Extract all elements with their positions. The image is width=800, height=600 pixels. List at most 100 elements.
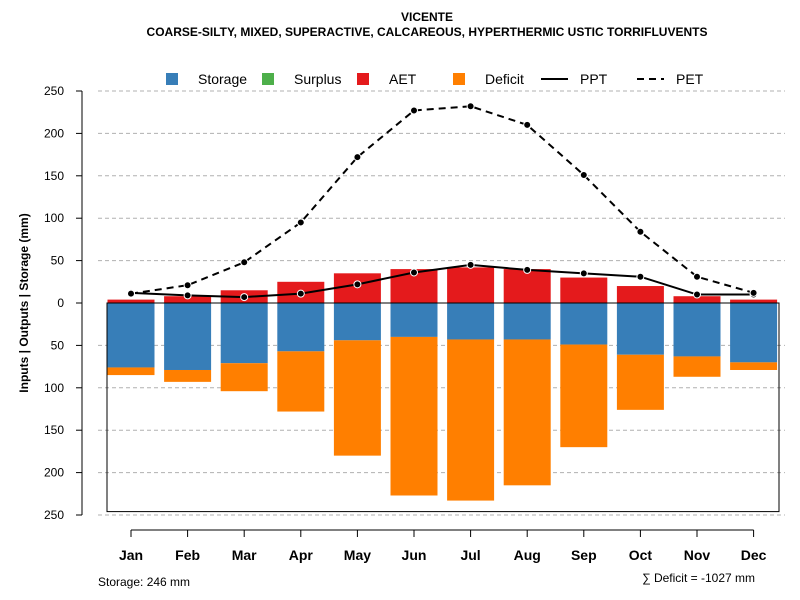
ppt-point [410,268,418,277]
pet-point [410,106,418,115]
deficit-bar [616,354,664,410]
x-tick-label-jul: Jul [460,547,480,563]
x-tick-label-apr: Apr [289,547,314,563]
storage-bar [164,303,212,370]
aet-bar [560,277,608,303]
ppt-point [523,265,532,274]
deficit-bar [164,369,212,382]
gridlines [98,90,785,516]
x-tick-label-jun: Jun [402,547,427,563]
storage-bar [333,303,381,341]
y-tick-label: 150 [44,423,64,437]
deficit-legend-swatch [453,73,465,85]
pet-point [127,289,135,298]
storage-bar [503,303,551,340]
y-tick-label: 200 [44,466,64,480]
deficit-bar [673,356,721,377]
pet-point [636,227,645,236]
x-tick-label-feb: Feb [175,547,200,563]
deficit-bar [503,339,551,486]
surplus-legend-swatch [262,73,274,85]
y-tick-label: 100 [44,211,64,225]
chart-title: VICENTE [401,10,453,24]
storage-legend-swatch [166,73,178,85]
ppt-point [693,290,701,299]
deficit-bar [447,339,495,501]
storage-footnote: Storage: 246 mm [98,575,190,589]
x-tick-label-jan: Jan [119,547,143,563]
deficit-bar [333,340,381,456]
ppt-point [466,260,475,269]
y-tick-label: 250 [44,508,64,522]
pet-point [183,281,192,290]
pet-point [240,258,249,267]
ppt-point [636,272,645,281]
pet-line [130,105,754,295]
ppt-line [130,263,754,299]
deficit-bar [390,336,438,496]
y-tick-label: 200 [44,126,64,140]
chart-subtitle: COARSE-SILTY, MIXED, SUPERACTIVE, CALCAR… [147,25,708,39]
storage-bar [616,303,664,355]
pet-point [579,170,588,179]
deficit-bar [560,344,608,448]
storage-bar [560,303,608,345]
legend: Storage Surplus AET Deficit PPT PET [166,71,704,87]
ppt-point [579,269,588,278]
x-axis: Jan Feb Mar Apr May Jun Jul Aug Sep Oct Nov Dec [119,529,767,563]
y-tick-label: 0 [57,296,64,310]
y-tick-label: 50 [51,254,65,268]
y-axis-label: Inputs | Outputs | Storage (mm) [17,213,31,392]
x-tick-label-oct: Oct [629,547,653,563]
y-tick-label: 100 [44,381,64,395]
x-tick-label-nov: Nov [684,547,711,563]
bars [107,267,778,501]
deficit-bar [277,351,325,412]
aet-bar [616,286,664,303]
storage-bar [390,303,438,337]
x-tick-label-dec: Dec [741,547,767,563]
y-tick-label: 250 [44,84,64,98]
pet-legend-label: PET [676,71,704,87]
deficit-legend-label: Deficit [485,71,524,87]
ppt-point [183,291,192,300]
storage-bar [447,303,495,340]
pet-point [523,120,532,129]
x-tick-label-may: May [344,547,371,563]
pet-point [749,288,758,297]
ppt-point [296,289,305,298]
deficit-footnote: ∑ Deficit = -1027 mm [642,571,755,585]
aet-bar [164,296,212,303]
aet-bar [447,267,495,303]
storage-bar [730,303,778,363]
storage-bar [673,303,721,357]
ppt-legend-label: PPT [580,71,608,87]
series-lines [127,102,758,302]
pet-point [466,102,475,111]
y-tick-label: 150 [44,169,64,183]
deficit-bar [220,363,268,392]
pet-point [693,272,701,281]
aet-bar [673,296,721,303]
storage-bar [220,303,268,364]
x-tick-label-aug: Aug [514,547,541,563]
x-tick-label-mar: Mar [232,547,257,563]
surplus-legend-label: Surplus [294,71,341,87]
storage-bar [107,303,155,368]
pet-point [353,153,362,162]
x-tick-label-sep: Sep [571,547,597,563]
y-axis: 250 200 150 100 50 0 50 100 150 200 250 [44,84,83,522]
storage-legend-label: Storage [198,71,247,87]
ppt-point [240,293,249,302]
storage-capacity-box [106,302,780,513]
aet-legend-label: AET [389,71,417,87]
ppt-point [353,280,362,289]
y-tick-label: 50 [51,338,65,352]
storage-bar [277,303,325,352]
aet-bar [730,299,778,303]
pet-point [296,218,305,227]
aet-bar [107,299,155,303]
deficit-bar [730,362,778,370]
aet-bar [503,269,551,303]
